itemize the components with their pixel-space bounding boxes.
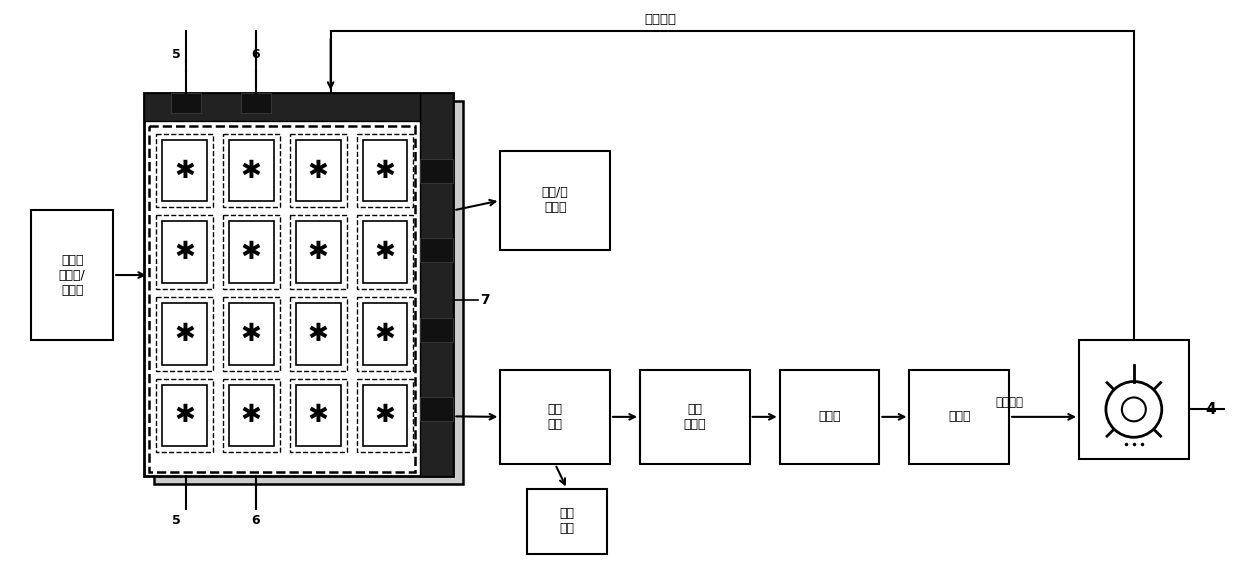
Text: ✱: ✱: [241, 240, 262, 264]
Text: ✱: ✱: [241, 159, 262, 183]
Bar: [909, 369, 1009, 464]
Text: 6: 6: [252, 514, 260, 528]
Bar: [290, 134, 347, 207]
Text: ✱: ✱: [241, 322, 262, 346]
Bar: [527, 489, 608, 554]
Bar: [290, 215, 347, 289]
Text: 能量
转换器: 能量 转换器: [683, 403, 706, 431]
Bar: [223, 379, 280, 452]
Text: ✱: ✱: [174, 403, 195, 427]
Text: ✱: ✱: [374, 403, 396, 427]
Bar: [223, 297, 280, 371]
Bar: [295, 384, 341, 446]
Bar: [162, 222, 207, 283]
Bar: [295, 222, 341, 283]
Text: ✱: ✱: [374, 240, 396, 264]
Bar: [144, 93, 420, 121]
Text: ✱: ✱: [174, 159, 195, 183]
Bar: [295, 303, 341, 365]
Bar: [31, 210, 113, 340]
Bar: [357, 379, 413, 452]
Bar: [420, 397, 454, 421]
Bar: [229, 303, 274, 365]
Bar: [362, 222, 408, 283]
Bar: [362, 140, 408, 202]
Bar: [500, 369, 610, 464]
Text: 4: 4: [1205, 402, 1216, 417]
Bar: [154, 101, 464, 484]
Text: 定向/全
向反射: 定向/全 向反射: [542, 186, 568, 215]
Bar: [362, 303, 408, 365]
Text: 逆变器: 逆变器: [949, 411, 971, 423]
Bar: [295, 140, 341, 202]
Circle shape: [1106, 381, 1162, 437]
Text: 吸收
能量: 吸收 能量: [548, 403, 563, 431]
Text: ✱: ✱: [308, 159, 329, 183]
Bar: [162, 140, 207, 202]
Bar: [290, 379, 347, 452]
Text: ✱: ✱: [174, 240, 195, 264]
Bar: [362, 384, 408, 446]
Text: 5: 5: [171, 514, 180, 528]
Bar: [156, 215, 213, 289]
Bar: [149, 126, 415, 472]
Text: 信号
屏蔽: 信号 屏蔽: [559, 508, 574, 536]
Text: 6: 6: [252, 47, 260, 61]
Bar: [290, 297, 347, 371]
Text: ✱: ✱: [308, 322, 329, 346]
Bar: [500, 151, 610, 250]
Circle shape: [1122, 397, 1146, 421]
Bar: [223, 215, 280, 289]
Text: ✱: ✱: [374, 159, 396, 183]
Bar: [223, 134, 280, 207]
Bar: [229, 222, 274, 283]
Bar: [229, 140, 274, 202]
Bar: [357, 215, 413, 289]
Bar: [241, 93, 270, 113]
Text: 7: 7: [480, 293, 490, 307]
Bar: [156, 379, 213, 452]
Text: 自身供电: 自身供电: [644, 13, 676, 26]
Bar: [156, 134, 213, 207]
Text: ✱: ✱: [308, 403, 329, 427]
Bar: [420, 93, 454, 476]
Bar: [640, 369, 750, 464]
Text: ✱: ✱: [374, 322, 396, 346]
Bar: [162, 303, 207, 365]
Bar: [357, 134, 413, 207]
Bar: [229, 384, 274, 446]
Bar: [162, 384, 207, 446]
Bar: [144, 93, 454, 476]
Bar: [156, 297, 213, 371]
Text: ✱: ✱: [174, 322, 195, 346]
Bar: [780, 369, 879, 464]
Bar: [171, 93, 201, 113]
Text: 5: 5: [171, 47, 180, 61]
Text: ✱: ✱: [241, 403, 262, 427]
Bar: [420, 159, 454, 183]
Bar: [420, 318, 454, 341]
Text: 无线电
发射塔/
太阳能: 无线电 发射塔/ 太阳能: [58, 254, 86, 296]
Text: ✱: ✱: [308, 240, 329, 264]
Text: 蓄电池: 蓄电池: [818, 411, 841, 423]
Text: 日常用电: 日常用电: [996, 396, 1023, 409]
Bar: [420, 238, 454, 262]
Bar: [357, 297, 413, 371]
Bar: [1079, 340, 1189, 459]
